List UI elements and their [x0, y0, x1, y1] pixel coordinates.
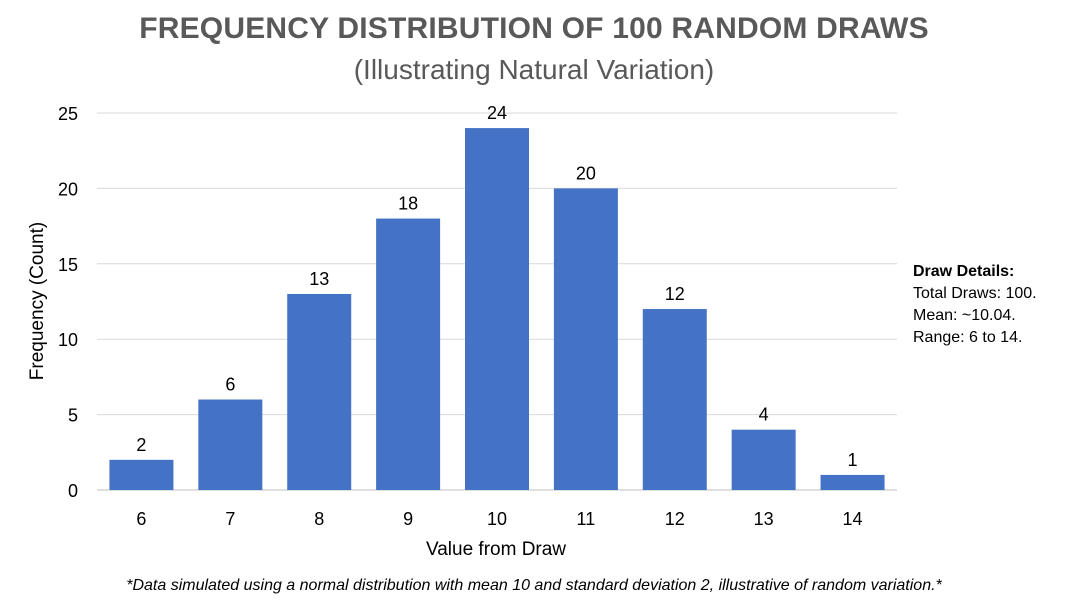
y-tick-label: 15	[58, 255, 78, 275]
chart-subtitle: (Illustrating Natural Variation)	[353, 54, 715, 85]
data-label: 12	[665, 284, 685, 304]
bar-6	[109, 459, 174, 490]
x-tick-label: 7	[225, 509, 235, 529]
bar-14	[820, 474, 885, 490]
y-axis-label: Frequency (Count)	[27, 222, 48, 380]
bar-8	[287, 293, 352, 490]
draw-details-heading: Draw Details:	[913, 263, 1015, 280]
bar-7	[198, 399, 263, 490]
y-tick-label: 5	[68, 406, 78, 426]
bar-9	[376, 218, 441, 490]
footnote: *Data simulated using a normal distribut…	[126, 577, 942, 594]
x-tick-label: 6	[136, 509, 146, 529]
bars	[109, 128, 885, 490]
data-label: 13	[309, 269, 329, 289]
data-label: 20	[576, 163, 596, 183]
y-tick-label: 20	[58, 179, 78, 199]
x-tick-label: 11	[577, 509, 596, 529]
draw-details-range: Range: 6 to 14.	[913, 329, 1023, 346]
y-axis-ticks: 0 5 10 15 20 25	[58, 104, 78, 501]
x-tick-label: 12	[665, 509, 685, 529]
x-axis-ticks: 6 7 8 9 10 11 12 13 14	[136, 509, 862, 529]
draw-details-total: Total Draws: 100.	[913, 285, 1037, 302]
bar-12	[642, 309, 707, 490]
x-tick-label: 8	[314, 509, 324, 529]
y-tick-label: 10	[58, 330, 78, 350]
bar-13	[731, 429, 796, 490]
x-tick-label: 13	[754, 509, 774, 529]
x-axis-label: Value from Draw	[426, 539, 566, 560]
data-label: 4	[759, 405, 769, 425]
y-tick-label: 0	[68, 481, 78, 501]
data-label: 2	[136, 435, 146, 455]
draw-details-panel: Draw Details: Total Draws: 100. Mean: ~1…	[913, 261, 1037, 349]
chart-title: FREQUENCY DISTRIBUTION OF 100 RANDOM DRA…	[139, 12, 929, 45]
data-label: 1	[848, 450, 858, 470]
bar-11	[553, 188, 618, 490]
data-label: 6	[225, 375, 235, 395]
data-label: 24	[487, 103, 507, 123]
data-label: 18	[398, 194, 418, 214]
data-labels: 2 6 13 18 24 20 12 4 1	[136, 103, 857, 470]
x-tick-label: 9	[403, 509, 413, 529]
x-tick-label: 10	[487, 509, 507, 529]
bar-10	[465, 128, 529, 490]
y-tick-label: 25	[58, 104, 78, 124]
draw-details-mean: Mean: ~10.04.	[913, 307, 1016, 324]
x-tick-label: 14	[843, 509, 863, 529]
